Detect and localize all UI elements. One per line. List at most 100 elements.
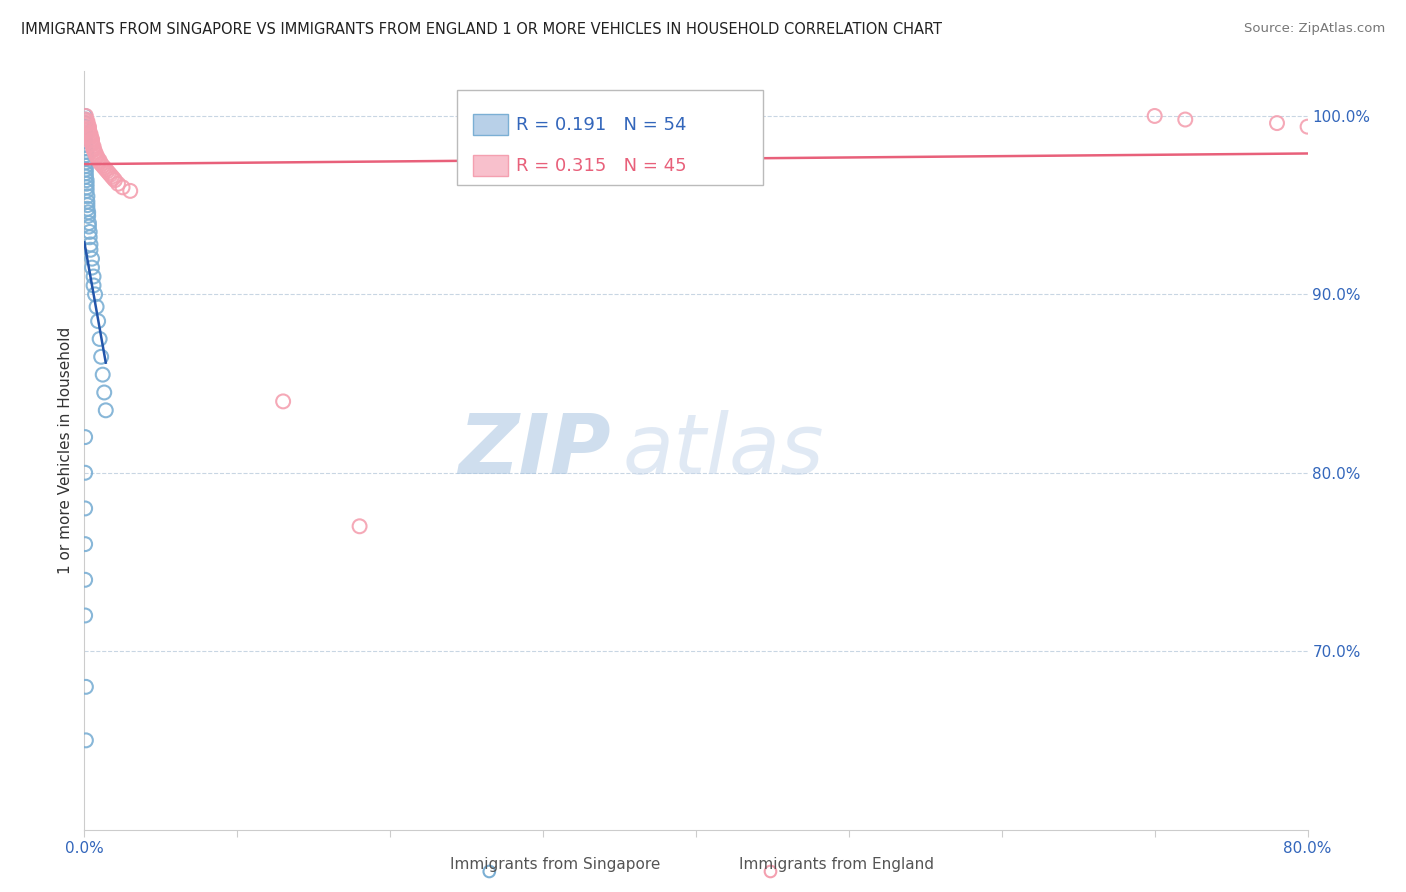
Point — [76, 114, 98, 128]
Point — [75, 162, 97, 177]
Point — [759, 864, 782, 879]
Point — [75, 573, 97, 587]
Point — [84, 146, 107, 161]
Point — [90, 157, 112, 171]
Point — [79, 230, 101, 244]
Point — [79, 243, 101, 257]
Point — [76, 189, 98, 203]
Point — [77, 120, 100, 134]
Point — [93, 385, 115, 400]
Point — [80, 134, 103, 148]
Point — [76, 194, 98, 209]
Point — [1296, 120, 1319, 134]
Point — [77, 209, 100, 223]
Point — [87, 314, 110, 328]
Point — [94, 162, 117, 177]
Text: atlas: atlas — [623, 410, 824, 491]
Point — [84, 145, 107, 159]
Point — [75, 466, 97, 480]
Point — [76, 116, 98, 130]
Point — [104, 173, 127, 187]
Point — [101, 169, 124, 184]
FancyBboxPatch shape — [474, 114, 508, 136]
Point — [80, 136, 103, 150]
Text: Immigrants from Singapore: Immigrants from Singapore — [450, 857, 661, 872]
Point — [76, 180, 98, 194]
Point — [79, 237, 101, 252]
Y-axis label: 1 or more Vehicles in Household: 1 or more Vehicles in Household — [58, 326, 73, 574]
Point — [75, 501, 97, 516]
Text: Immigrants from England: Immigrants from England — [740, 857, 934, 872]
Point — [83, 143, 105, 157]
Point — [75, 430, 97, 444]
Point — [97, 166, 120, 180]
Point — [75, 141, 97, 155]
Point — [98, 168, 121, 182]
Point — [83, 139, 105, 153]
Point — [75, 680, 97, 694]
Point — [84, 287, 107, 301]
Point — [1174, 112, 1197, 127]
Point — [75, 116, 97, 130]
Point — [478, 864, 501, 879]
Point — [75, 152, 97, 166]
Point — [77, 125, 100, 139]
Point — [75, 608, 97, 623]
Point — [79, 128, 101, 143]
Point — [86, 300, 108, 314]
Text: Source: ZipAtlas.com: Source: ZipAtlas.com — [1244, 22, 1385, 36]
Point — [86, 150, 108, 164]
Point — [80, 252, 103, 266]
Point — [79, 130, 101, 145]
Point — [76, 173, 98, 187]
FancyBboxPatch shape — [457, 90, 763, 186]
Point — [76, 198, 98, 212]
FancyBboxPatch shape — [474, 155, 508, 177]
Point — [93, 161, 115, 175]
Point — [75, 130, 97, 145]
Point — [83, 269, 105, 284]
Point — [80, 132, 103, 146]
Point — [76, 118, 98, 132]
Text: R = 0.191   N = 54: R = 0.191 N = 54 — [516, 116, 686, 134]
Point — [75, 166, 97, 180]
Point — [1265, 116, 1288, 130]
Point — [90, 350, 112, 364]
Point — [1143, 109, 1166, 123]
Point — [76, 184, 98, 198]
Point — [77, 216, 100, 230]
Point — [75, 145, 97, 159]
Point — [83, 141, 105, 155]
Point — [75, 109, 97, 123]
Point — [91, 368, 114, 382]
Text: ZIP: ZIP — [458, 410, 610, 491]
Point — [86, 148, 108, 162]
Point — [96, 164, 118, 178]
Point — [91, 159, 114, 173]
Point — [103, 171, 125, 186]
Text: R = 0.315   N = 45: R = 0.315 N = 45 — [516, 157, 686, 175]
Point — [111, 180, 134, 194]
Point — [75, 169, 97, 184]
Point — [77, 123, 100, 137]
Point — [79, 225, 101, 239]
Point — [75, 120, 97, 134]
Point — [83, 278, 105, 293]
Point — [77, 205, 100, 219]
Point — [75, 112, 97, 127]
Point — [75, 148, 97, 162]
Point — [75, 733, 97, 747]
Point — [76, 177, 98, 191]
Point — [89, 332, 111, 346]
Point — [75, 127, 97, 141]
Point — [271, 394, 294, 409]
Point — [75, 123, 97, 137]
Point — [77, 121, 100, 136]
Point — [80, 137, 103, 152]
Text: IMMIGRANTS FROM SINGAPORE VS IMMIGRANTS FROM ENGLAND 1 OR MORE VEHICLES IN HOUSE: IMMIGRANTS FROM SINGAPORE VS IMMIGRANTS … — [21, 22, 942, 37]
Point — [75, 137, 97, 152]
Point — [75, 537, 97, 551]
Point — [87, 152, 110, 166]
Point — [89, 155, 111, 169]
Point — [79, 127, 101, 141]
